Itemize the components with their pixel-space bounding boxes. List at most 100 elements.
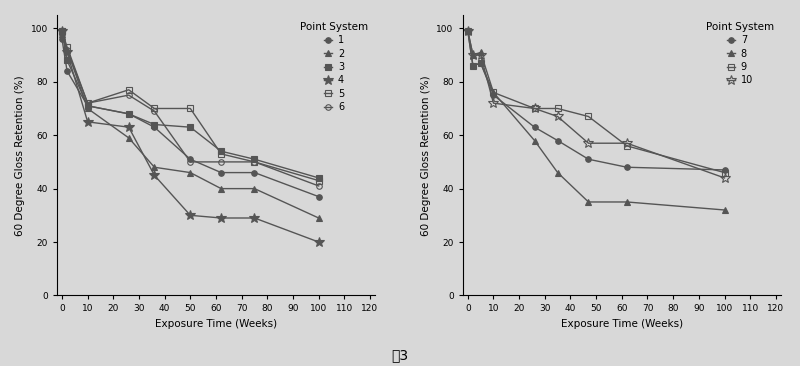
7 bbox=[553, 138, 562, 143]
6 bbox=[250, 160, 259, 164]
5 bbox=[314, 178, 323, 183]
9 bbox=[530, 106, 539, 111]
6 bbox=[83, 101, 93, 105]
7 bbox=[584, 157, 594, 161]
Line: 8: 8 bbox=[465, 28, 727, 213]
1 bbox=[186, 157, 195, 161]
2 bbox=[150, 165, 159, 169]
Y-axis label: 60 Degree Gloss Retention (%): 60 Degree Gloss Retention (%) bbox=[15, 75, 25, 236]
9 bbox=[553, 106, 562, 111]
5 bbox=[186, 106, 195, 111]
2 bbox=[124, 136, 134, 140]
Line: 7: 7 bbox=[465, 28, 727, 173]
Line: 3: 3 bbox=[59, 28, 322, 181]
2 bbox=[57, 31, 66, 36]
8 bbox=[584, 200, 594, 204]
Legend: 1, 2, 3, 4, 5, 6: 1, 2, 3, 4, 5, 6 bbox=[298, 20, 370, 114]
5 bbox=[216, 152, 226, 156]
8 bbox=[468, 53, 478, 57]
7 bbox=[463, 29, 473, 33]
Line: 6: 6 bbox=[59, 28, 322, 189]
9 bbox=[463, 29, 473, 33]
1 bbox=[216, 171, 226, 175]
2 bbox=[186, 171, 195, 175]
10 bbox=[584, 141, 594, 145]
9 bbox=[468, 64, 478, 68]
5 bbox=[62, 45, 72, 49]
10 bbox=[553, 114, 562, 119]
4 bbox=[314, 240, 323, 244]
3 bbox=[216, 149, 226, 153]
9 bbox=[622, 144, 632, 148]
10 bbox=[622, 141, 632, 145]
Line: 5: 5 bbox=[59, 28, 322, 183]
7 bbox=[720, 168, 730, 172]
6 bbox=[314, 184, 323, 188]
10 bbox=[463, 29, 473, 33]
1 bbox=[150, 125, 159, 129]
8 bbox=[553, 171, 562, 175]
3 bbox=[57, 29, 66, 33]
2 bbox=[250, 186, 259, 191]
4 bbox=[186, 213, 195, 217]
8 bbox=[476, 50, 486, 55]
5 bbox=[83, 101, 93, 105]
Line: 9: 9 bbox=[465, 28, 727, 175]
8 bbox=[720, 208, 730, 212]
10 bbox=[530, 106, 539, 111]
Line: 1: 1 bbox=[59, 36, 322, 199]
10 bbox=[476, 53, 486, 57]
1 bbox=[57, 37, 66, 41]
Line: 10: 10 bbox=[463, 26, 730, 183]
10 bbox=[468, 53, 478, 57]
9 bbox=[476, 61, 486, 65]
7 bbox=[489, 93, 498, 97]
3 bbox=[124, 112, 134, 116]
Y-axis label: 60 Degree Gloss Retention (%): 60 Degree Gloss Retention (%) bbox=[421, 75, 431, 236]
6 bbox=[186, 160, 195, 164]
8 bbox=[489, 90, 498, 95]
2 bbox=[216, 186, 226, 191]
X-axis label: Exposure Time (Weeks): Exposure Time (Weeks) bbox=[561, 319, 683, 329]
7 bbox=[530, 125, 539, 129]
7 bbox=[476, 61, 486, 65]
5 bbox=[250, 160, 259, 164]
1 bbox=[62, 69, 72, 73]
9 bbox=[584, 114, 594, 119]
3 bbox=[186, 125, 195, 129]
5 bbox=[124, 87, 134, 92]
7 bbox=[468, 64, 478, 68]
2 bbox=[62, 48, 72, 52]
5 bbox=[57, 29, 66, 33]
4 bbox=[62, 50, 72, 55]
3 bbox=[83, 104, 93, 108]
4 bbox=[124, 125, 134, 129]
9 bbox=[489, 90, 498, 95]
Line: 4: 4 bbox=[57, 26, 323, 247]
Legend: 7, 8, 9, 10: 7, 8, 9, 10 bbox=[704, 20, 776, 87]
6 bbox=[62, 48, 72, 52]
8 bbox=[622, 200, 632, 204]
4 bbox=[216, 216, 226, 220]
8 bbox=[530, 138, 539, 143]
4 bbox=[150, 173, 159, 178]
1 bbox=[250, 171, 259, 175]
X-axis label: Exposure Time (Weeks): Exposure Time (Weeks) bbox=[155, 319, 277, 329]
10 bbox=[720, 176, 730, 180]
6 bbox=[216, 160, 226, 164]
8 bbox=[463, 29, 473, 33]
1 bbox=[83, 104, 93, 108]
4 bbox=[57, 29, 66, 33]
2 bbox=[83, 106, 93, 111]
Text: 图3: 图3 bbox=[391, 348, 409, 362]
3 bbox=[62, 58, 72, 63]
6 bbox=[124, 93, 134, 97]
1 bbox=[124, 112, 134, 116]
10 bbox=[489, 101, 498, 105]
1 bbox=[314, 194, 323, 199]
6 bbox=[150, 109, 159, 113]
9 bbox=[720, 171, 730, 175]
Line: 2: 2 bbox=[59, 31, 322, 221]
6 bbox=[57, 29, 66, 33]
5 bbox=[150, 106, 159, 111]
